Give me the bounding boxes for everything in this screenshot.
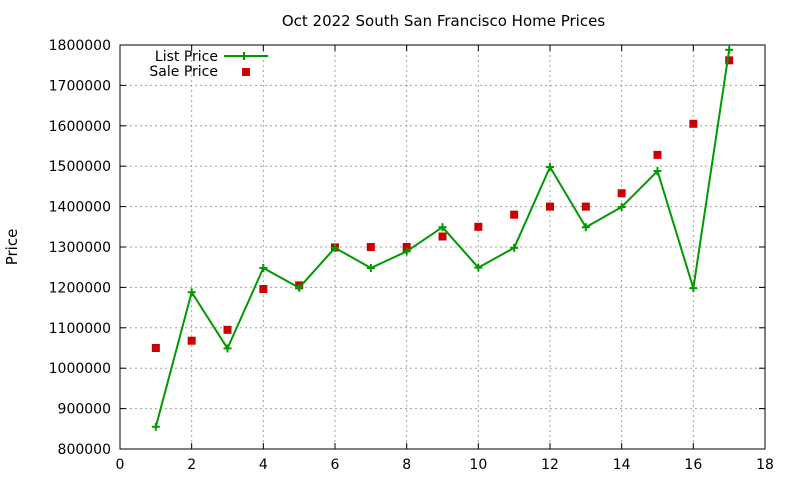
y-axis-label: Price [3, 229, 21, 266]
grid-lines [120, 45, 765, 449]
sale-price-point [366, 243, 375, 251]
sale-price-point [151, 344, 160, 352]
x-tick-label: 10 [469, 457, 487, 473]
series-layer [151, 45, 734, 431]
sale-price-point [546, 202, 554, 211]
x-tick-label: 0 [116, 457, 125, 473]
y-tick-label: 1100000 [49, 321, 111, 337]
list-price-point [402, 247, 411, 256]
y-tick-label: 900000 [58, 402, 111, 418]
list-price-point [151, 422, 160, 431]
sale-price-point [187, 336, 196, 345]
x-tick-label: 14 [613, 457, 631, 473]
list-price-point [366, 264, 375, 273]
sale-price-point [438, 232, 447, 241]
sale-price-point [581, 202, 590, 211]
list-price-point [653, 167, 662, 176]
sale-price-point [617, 189, 626, 198]
y-tick-label: 1800000 [49, 38, 111, 54]
y-tick-label: 1200000 [49, 280, 111, 296]
axis-ticks: 0 2 4 6 8 10 12 14 16 18 800000 900000 1000000 110000… [49, 38, 774, 473]
x-tick-label: 18 [756, 457, 774, 473]
sale-price-point [653, 150, 662, 159]
list-price-point [331, 243, 339, 252]
x-tick-label: 4 [259, 457, 268, 473]
x-tick-label: 16 [684, 457, 702, 473]
list-price-point [187, 288, 196, 297]
y-tick-label: 1700000 [49, 78, 111, 94]
y-tick-label: 1500000 [49, 159, 111, 175]
x-tick-label: 6 [331, 457, 340, 473]
list-price-point [617, 203, 626, 212]
chart-title: Oct 2022 South San Francisco Home Prices [282, 12, 605, 30]
list-price-series [151, 45, 734, 431]
list-price-point [546, 163, 554, 172]
legend-swatch-sale-price [242, 68, 250, 76]
sale-price-series [151, 56, 734, 352]
y-tick-label: 800000 [58, 442, 111, 458]
sale-price-point [689, 119, 698, 128]
x-tick-label: 8 [402, 457, 411, 473]
sale-price-point [474, 222, 483, 231]
y-tick-label: 1400000 [49, 200, 111, 216]
list-price-point [259, 264, 268, 273]
y-tick-label: 1000000 [49, 361, 111, 377]
sale-price-point [402, 243, 411, 251]
y-tick-label: 1300000 [49, 240, 111, 256]
x-tick-label: 2 [187, 457, 196, 473]
list-price-point [438, 223, 447, 232]
sale-price-point [725, 56, 734, 65]
list-price-point [223, 344, 232, 353]
sale-price-point [510, 210, 519, 219]
legend-label-list-price: List Price [155, 49, 218, 65]
list-price-point [581, 223, 590, 232]
list-price-point [295, 283, 304, 292]
list-price-point [725, 45, 734, 54]
legend-label-sale-price: Sale Price [149, 64, 218, 80]
sale-price-point [223, 325, 232, 334]
sale-price-point [259, 285, 268, 294]
list-price-point [689, 284, 698, 293]
x-tick-label: 12 [541, 457, 559, 473]
list-price-point [510, 243, 519, 252]
y-tick-label: 1600000 [49, 119, 111, 135]
list-price-point [474, 263, 483, 272]
